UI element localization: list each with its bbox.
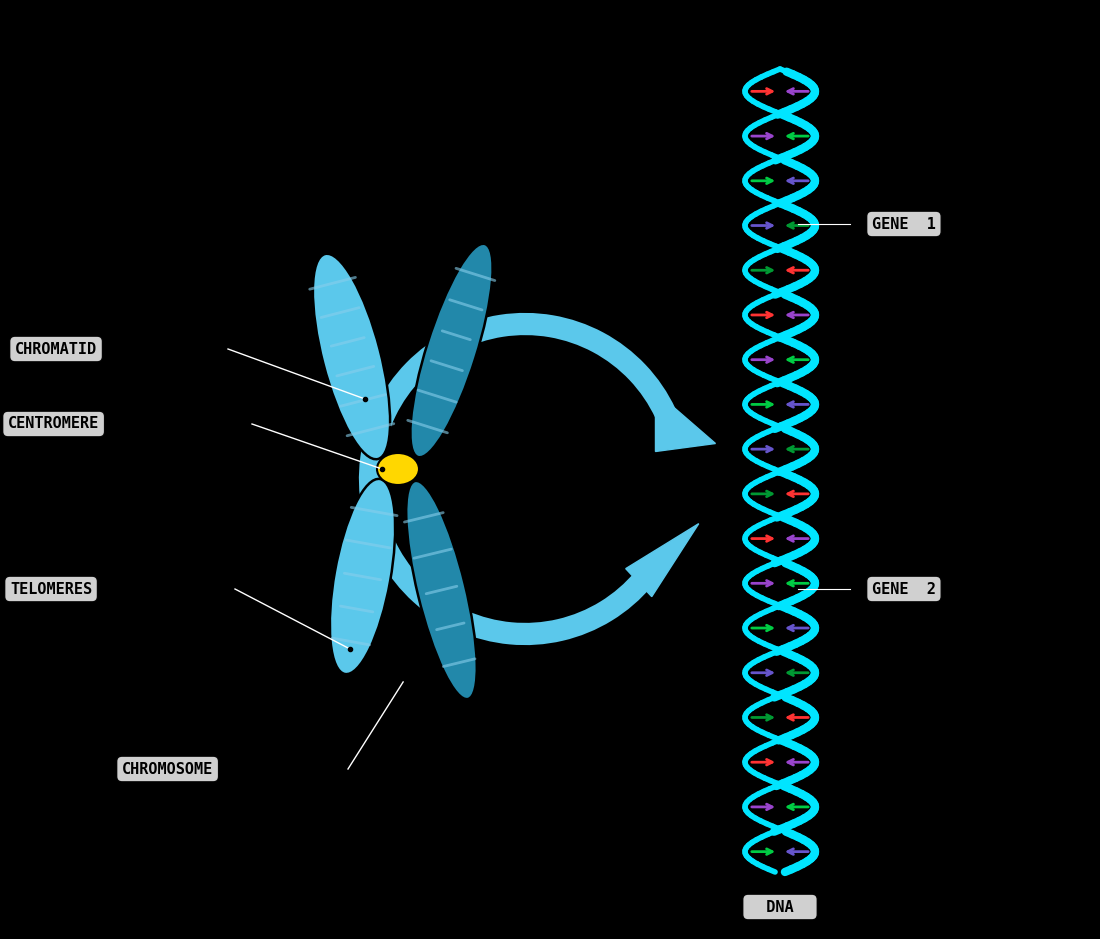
Text: TELOMERES: TELOMERES <box>10 581 92 596</box>
Polygon shape <box>626 524 698 596</box>
Text: GENE  2: GENE 2 <box>872 581 936 596</box>
Ellipse shape <box>330 479 395 674</box>
Ellipse shape <box>410 244 493 457</box>
Polygon shape <box>656 392 715 452</box>
Text: GENE  1: GENE 1 <box>872 217 936 232</box>
Ellipse shape <box>406 481 476 700</box>
Text: CENTROMERE: CENTROMERE <box>8 417 99 432</box>
Text: DNA: DNA <box>748 900 812 915</box>
Ellipse shape <box>312 254 390 459</box>
Text: CHROMATID: CHROMATID <box>15 342 97 357</box>
Ellipse shape <box>377 453 419 485</box>
Text: CHROMOSOME: CHROMOSOME <box>122 762 213 777</box>
